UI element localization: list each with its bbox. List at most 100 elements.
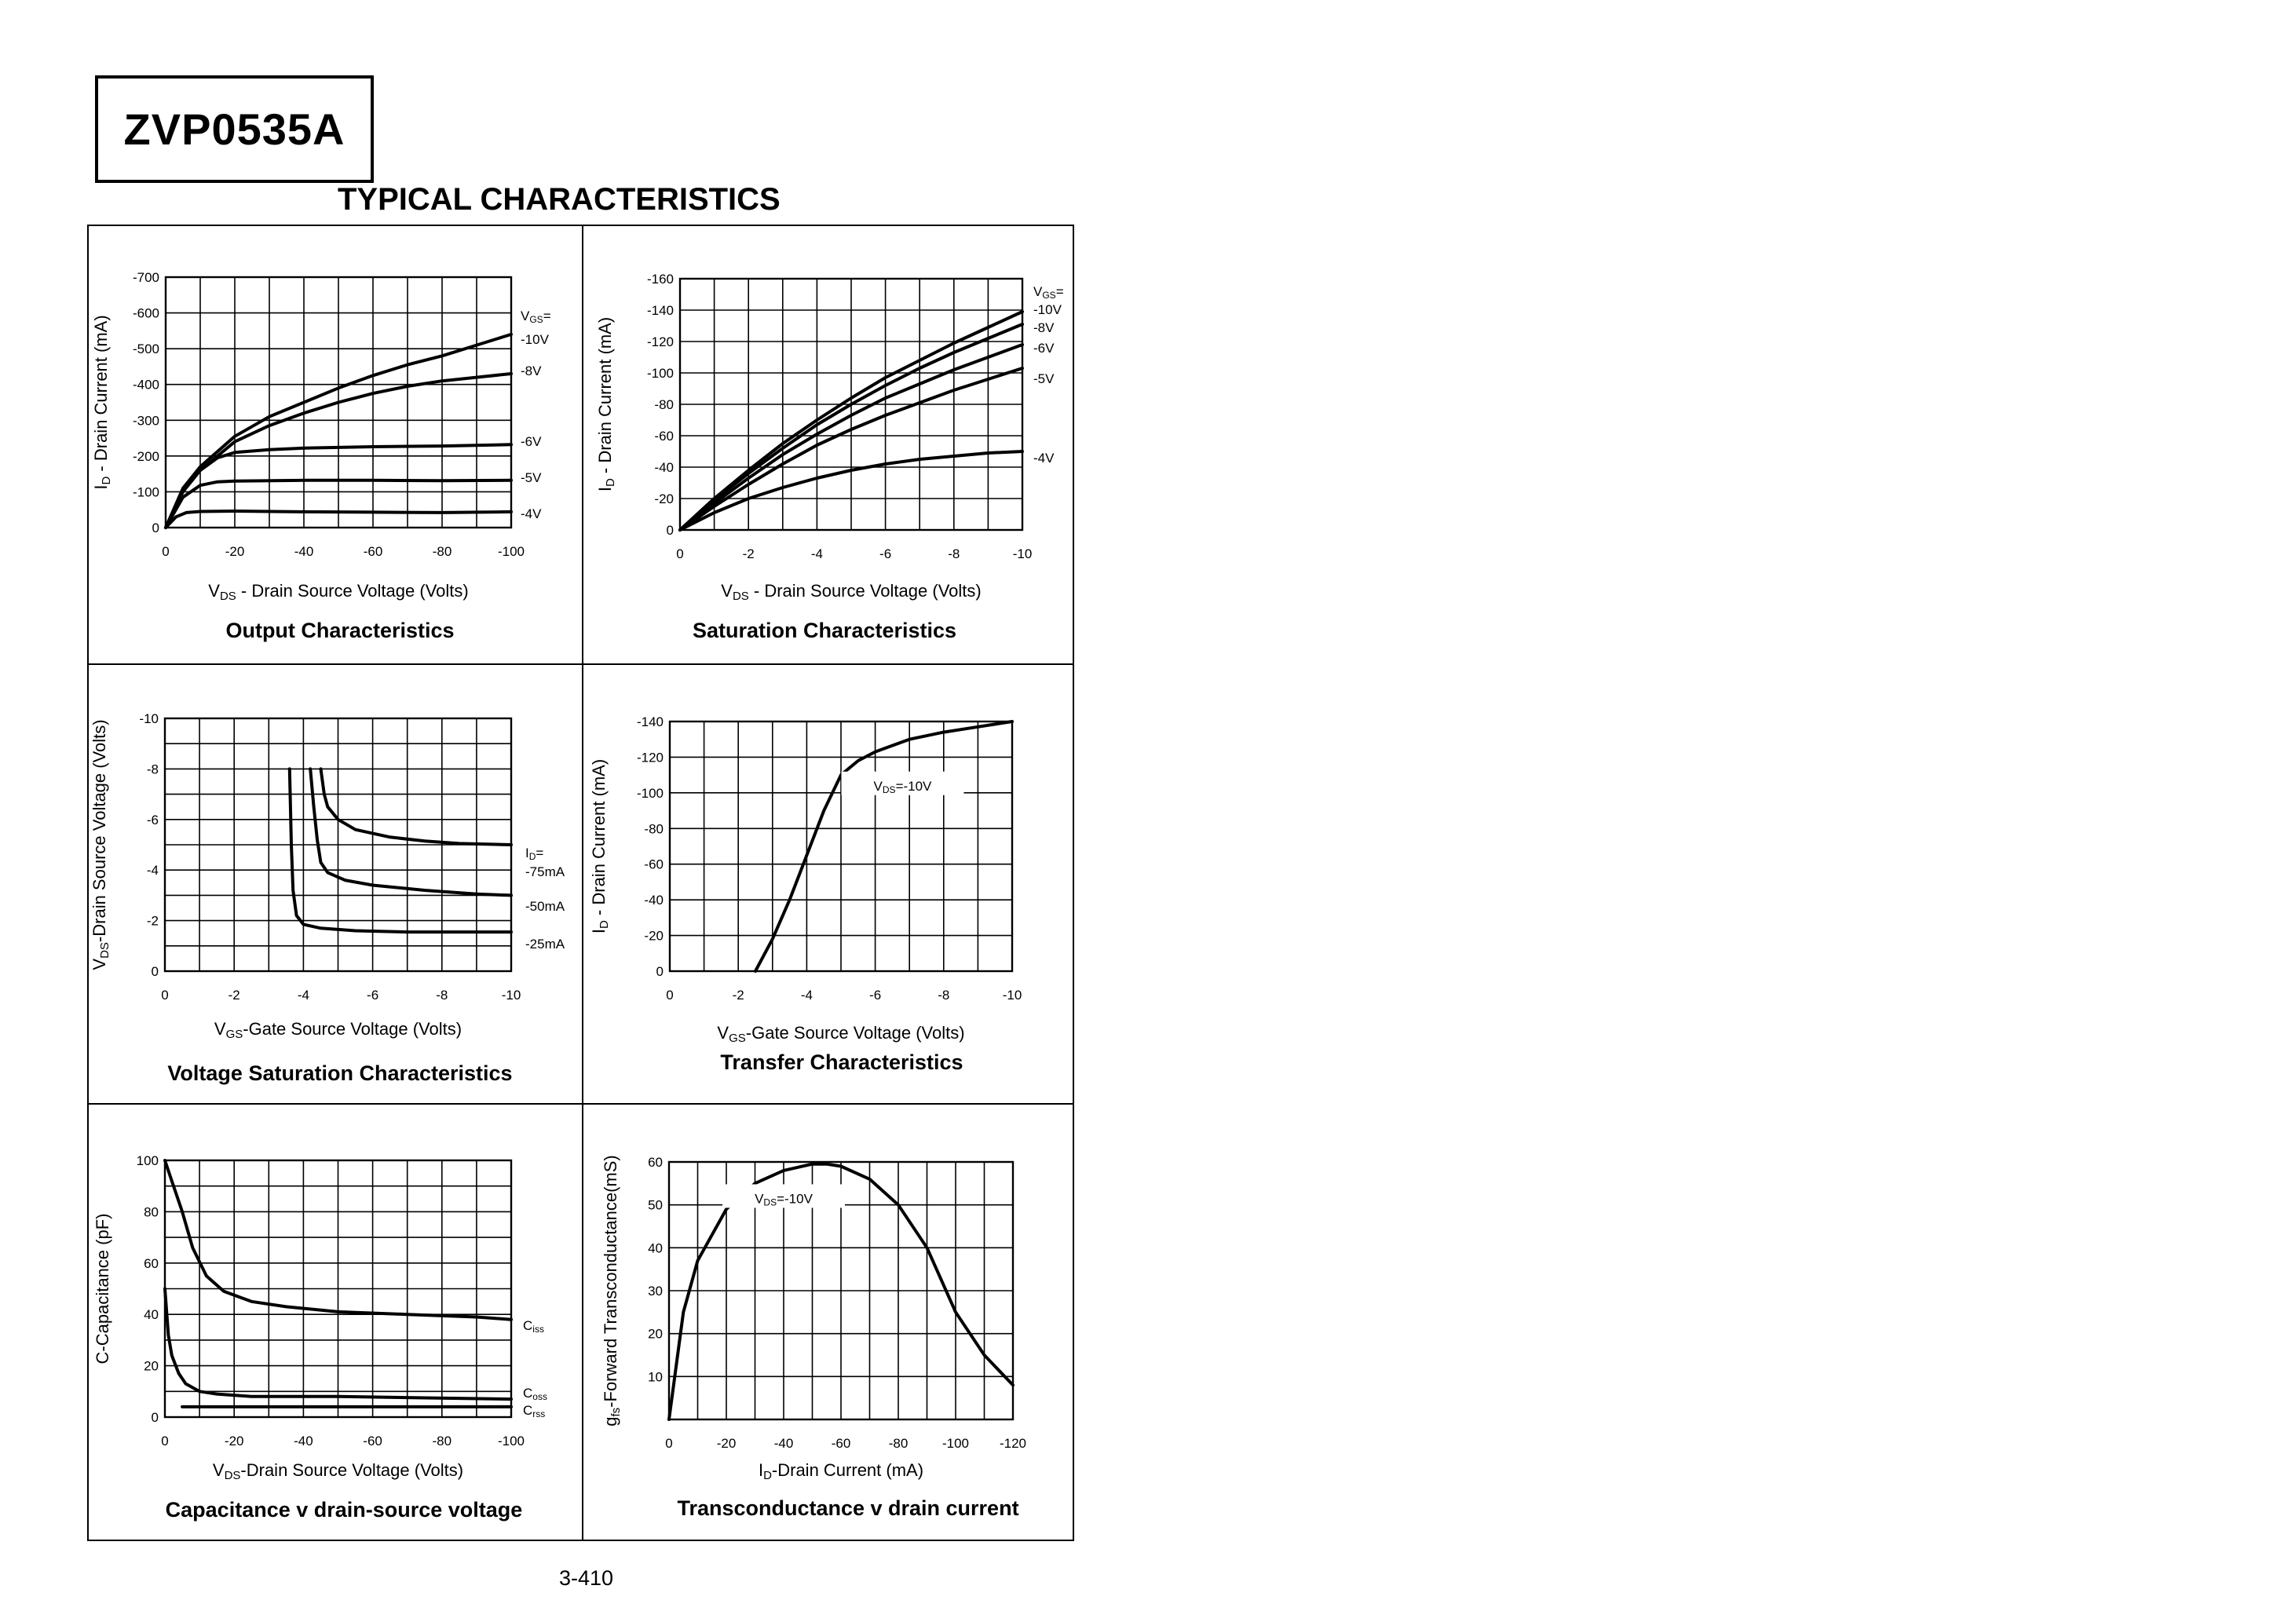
y-tick-label: 60: [648, 1155, 663, 1170]
chart-output: 0 -20 -40 -60 -80 -100 0 -100 -200 -300 -400 -500 -6…: [91, 270, 551, 642]
x-tick-label: 0: [665, 1436, 672, 1451]
x-tick-label: -8: [938, 988, 949, 1003]
x-axis-label: VGS-Gate Source Voltage (Volts): [717, 1023, 964, 1045]
y-tick-label: -10: [139, 711, 159, 726]
part-number-box: ZVP0535A: [95, 75, 374, 183]
chart-caption: Saturation Characteristics: [693, 619, 956, 642]
x-tick-label: -40: [294, 544, 314, 559]
x-tick-label: -80: [889, 1436, 909, 1451]
x-axis-label: VGS-Gate Source Voltage (Volts): [214, 1019, 462, 1041]
series-label: -10V: [521, 332, 550, 347]
y-tick-label: -60: [654, 429, 674, 444]
x-tick-label: -8: [948, 546, 960, 561]
chart-voltage-saturation: 0 -2 -4 -6 -8 -10 0 -2 -4 -6 -8 -10 VGS-Gate Source …: [90, 711, 565, 1085]
y-tick-label: -140: [647, 303, 674, 318]
y-tick-label: -6: [147, 813, 159, 827]
grid-divider: [582, 226, 583, 1540]
x-tick-label: -10: [502, 988, 521, 1003]
y-tick-label: -60: [644, 857, 664, 872]
chart-caption: Capacitance v drain-source voltage: [166, 1498, 523, 1522]
x-tick-label: -120: [1000, 1436, 1026, 1451]
chart-caption: Transfer Characteristics: [720, 1050, 963, 1074]
y-axis-label: ID - Drain Current (mA): [91, 315, 113, 489]
x-tick-label: -6: [879, 546, 891, 561]
series-label: -5V: [1033, 371, 1055, 386]
legend-title: ID=: [525, 846, 543, 862]
plot-frame: [678, 277, 1024, 532]
y-tick-label: 20: [144, 1359, 159, 1374]
series-line: [678, 367, 1024, 532]
series-line: [164, 443, 513, 529]
series-label: -8V: [1033, 320, 1055, 335]
y-tick-label: -40: [654, 460, 674, 475]
y-tick-label: -20: [644, 929, 664, 944]
x-tick-label: -60: [364, 544, 383, 559]
y-tick-label: 80: [144, 1204, 159, 1219]
y-tick-label: 40: [144, 1307, 159, 1322]
y-tick-label: 50: [648, 1198, 663, 1213]
y-tick-label: -200: [133, 449, 159, 464]
x-tick-label: 0: [161, 1434, 168, 1448]
x-axis-label: VDS-Drain Source Voltage (Volts): [213, 1460, 463, 1482]
y-tick-label: -100: [647, 366, 674, 381]
y-axis-label: ID - Drain Current (mA): [589, 759, 611, 933]
y-tick-label: 10: [648, 1369, 663, 1384]
x-axis-label: VDS - Drain Source Voltage (Volts): [721, 581, 981, 603]
y-tick-label: 100: [137, 1153, 159, 1168]
y-tick-label: 30: [648, 1284, 663, 1299]
series-line: [164, 510, 513, 529]
legend-title: VGS=: [521, 309, 551, 325]
y-tick-label: -500: [133, 342, 159, 356]
x-tick-label: -40: [774, 1436, 794, 1451]
x-tick-label: -60: [363, 1434, 382, 1448]
series-line: [754, 720, 1014, 973]
series-label: -4V: [521, 506, 542, 521]
y-axis-label: ID - Drain Current (mA): [595, 317, 617, 491]
series-label: Ciss: [523, 1318, 544, 1335]
y-tick-label: -600: [133, 306, 159, 321]
y-tick-label: 40: [648, 1240, 663, 1255]
annotation-label: VDS=-10V: [874, 779, 933, 795]
x-tick-label: -10: [1013, 546, 1033, 561]
series-label: -8V: [521, 363, 542, 378]
series-line: [678, 323, 1024, 532]
x-tick-label: -100: [942, 1436, 969, 1451]
x-tick-label: 0: [666, 988, 673, 1003]
chart-transconductance: 0 -20 -40 -60 -80 -100 -120 10 20 30 40 50 60 ID-Drai…: [601, 1155, 1026, 1520]
y-axis-label: gfs-Forward Transconductance(mS): [601, 1155, 623, 1426]
grid-divider: [89, 1103, 1073, 1105]
x-tick-label: -100: [498, 544, 525, 559]
series-line: [667, 1162, 1015, 1421]
y-tick-label: -2: [147, 914, 159, 929]
y-tick-label: 20: [648, 1327, 663, 1342]
legend-title: VGS=: [1033, 284, 1064, 301]
x-tick-label: -2: [743, 546, 755, 561]
chart-caption: Transconductance v drain current: [677, 1496, 1018, 1520]
x-tick-label: -2: [229, 988, 240, 1003]
y-tick-label: -20: [654, 491, 674, 506]
x-tick-label: 0: [161, 988, 168, 1003]
series-line: [309, 767, 513, 897]
plot-frame: [667, 1160, 1015, 1421]
y-axis-label: VDS-Drain Source Voltage (Volts): [90, 719, 112, 970]
series-label: Crss: [523, 1403, 545, 1419]
x-tick-label: -4: [298, 988, 309, 1003]
y-tick-label: -100: [637, 786, 664, 801]
y-tick-label: 0: [656, 964, 664, 979]
y-tick-label: -120: [637, 750, 664, 765]
chart-caption: Output Characteristics: [225, 619, 454, 642]
y-tick-label: -8: [147, 762, 159, 776]
x-tick-label: -20: [717, 1436, 737, 1451]
x-tick-label: 0: [162, 544, 169, 559]
x-tick-label: -20: [225, 544, 245, 559]
annotation-label: VDS=-10V: [755, 1191, 813, 1207]
series-line: [287, 767, 513, 934]
annotation-background: [841, 771, 964, 795]
x-axis-label: VDS - Drain Source Voltage (Volts): [208, 581, 468, 603]
series-label: -4V: [1033, 451, 1055, 466]
y-tick-label: -160: [647, 272, 674, 287]
y-tick-label: 0: [152, 521, 159, 535]
chart-transfer: 0 -2 -4 -6 -8 -100-20-40-60-80-100-120-140VGS…: [589, 714, 1022, 1074]
series-label: -6V: [1033, 341, 1055, 356]
